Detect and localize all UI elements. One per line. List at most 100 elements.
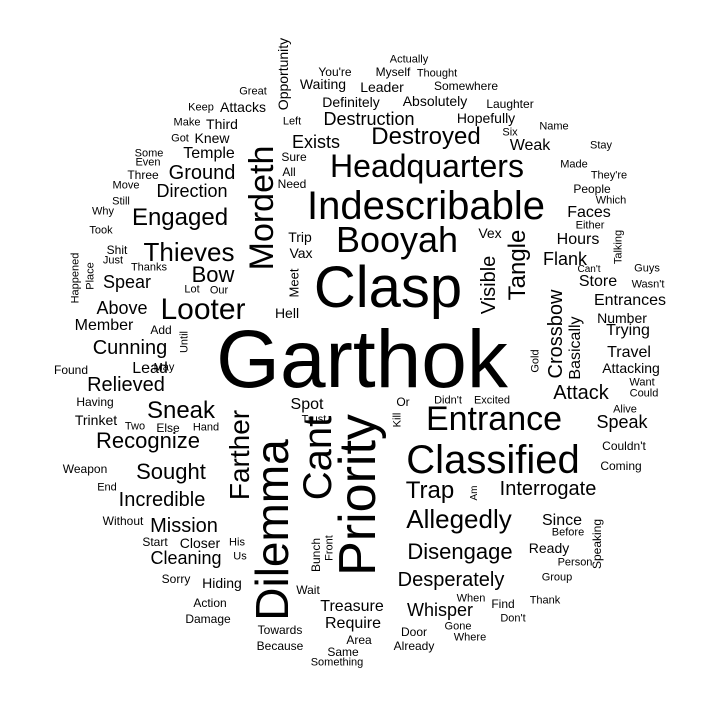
word-trap: Trap xyxy=(405,477,455,504)
word-sneak: Sneak xyxy=(146,397,216,424)
word-knew: Knew xyxy=(194,130,230,146)
word-speaking: Speaking xyxy=(590,518,604,570)
word-farther: Farther xyxy=(224,409,255,501)
word-interrogate: Interrogate xyxy=(499,478,597,500)
word-attack: Attack xyxy=(553,382,609,404)
word-thieves: Thieves xyxy=(143,237,235,267)
word-flank: Flank xyxy=(542,249,588,269)
word-cleaning: Cleaning xyxy=(150,548,222,568)
word-without: Without xyxy=(102,514,144,528)
word-guys: Guys xyxy=(634,262,660,275)
word-got: Got xyxy=(171,132,189,145)
word-just: Just xyxy=(102,254,124,267)
word-gone: Gone xyxy=(444,620,472,633)
word-why: Why xyxy=(92,205,114,218)
word-store: Store xyxy=(578,273,618,290)
word-area: Area xyxy=(346,633,372,647)
word-cant2: Can't xyxy=(577,264,601,275)
word-waiting: Waiting xyxy=(299,76,347,92)
word-vex: Vex xyxy=(478,225,502,241)
word-great: Great xyxy=(239,85,267,98)
word-group: Group xyxy=(541,571,573,584)
word-where: Where xyxy=(453,631,487,644)
word-mordeth: Mordeth xyxy=(243,145,281,271)
word-trip: Trip xyxy=(288,229,312,245)
word-speak: Speak xyxy=(596,412,648,432)
word-actually: Actually xyxy=(389,53,429,66)
word-his: His xyxy=(229,536,245,549)
word-sure: Sure xyxy=(281,150,307,164)
word-find: Find xyxy=(491,597,515,611)
word-because: Because xyxy=(256,639,304,653)
word-towards: Towards xyxy=(257,623,303,637)
word-sorry: Sorry xyxy=(161,572,191,586)
word-something: Something xyxy=(310,656,364,669)
word-above: Above xyxy=(96,298,148,318)
word-bow: Bow xyxy=(191,262,235,287)
word-incredible: Incredible xyxy=(118,489,206,511)
word-entrances: Entrances xyxy=(593,292,667,309)
word-still: Still xyxy=(112,195,130,208)
word-visible: Visible xyxy=(478,255,500,315)
word-talking: Talking xyxy=(612,229,625,265)
word-hours: Hours xyxy=(556,231,600,248)
word-lead: Lead xyxy=(132,360,168,377)
word-engaged: Engaged xyxy=(131,204,229,231)
word-move: Move xyxy=(112,179,140,192)
word-people: People xyxy=(573,182,611,196)
word-found: Found xyxy=(53,363,89,377)
word-may: May xyxy=(153,361,175,374)
word-cant: Cant xyxy=(296,415,340,501)
word-made: Made xyxy=(560,158,588,171)
word-entrance: Entrance xyxy=(425,400,563,438)
word-having: Having xyxy=(76,395,114,409)
word-recognize: Recognize xyxy=(96,428,200,453)
word-destroyed: Destroyed xyxy=(371,123,481,150)
word-absolutely: Absolutely xyxy=(402,93,468,109)
word-six: Six xyxy=(502,126,518,139)
word-took: Took xyxy=(89,224,113,237)
word-trying: Trying xyxy=(606,322,650,339)
word-even: Even xyxy=(135,156,161,169)
word-until: Until xyxy=(178,330,191,354)
word-all: All xyxy=(282,165,296,179)
word-us: Us xyxy=(233,550,247,563)
word-happened: Happened xyxy=(69,252,82,304)
word-travel: Travel xyxy=(607,344,651,361)
word-theyre: They're xyxy=(590,169,628,182)
word-thought: Thought xyxy=(416,67,458,80)
word-wasnt: Wasn't xyxy=(631,278,665,291)
word-left: Left xyxy=(282,115,302,128)
word-spear: Spear xyxy=(102,272,152,292)
word-hand: Hand xyxy=(192,421,220,434)
word-spot: Spot xyxy=(290,396,324,413)
word-disengage: Disengage xyxy=(407,539,513,564)
word-exists: Exists xyxy=(291,132,341,152)
word-gold: Gold xyxy=(529,349,542,373)
word-person: Person xyxy=(557,556,593,569)
word-closer: Closer xyxy=(179,535,221,551)
word-sought: Sought xyxy=(136,459,206,484)
word-leader: Leader xyxy=(360,79,404,95)
word-thank: Thank xyxy=(529,594,561,607)
word-desperately: Desperately xyxy=(397,569,505,591)
word-trinket: Trinket xyxy=(74,412,118,428)
word-clasp: Clasp xyxy=(313,255,463,320)
word-headquarters: Headquarters xyxy=(330,148,524,184)
word-laughter: Laughter xyxy=(486,97,534,111)
word-classified: Classified xyxy=(406,438,580,482)
word-before: Before xyxy=(551,526,585,539)
word-could: Could xyxy=(629,387,659,400)
word-door: Door xyxy=(400,625,428,639)
word-shit: Shit xyxy=(106,243,128,257)
word-coming: Coming xyxy=(600,459,642,473)
word-wait: Wait xyxy=(296,583,320,597)
word-youre: You're xyxy=(318,65,352,79)
word-whisper: Whisper xyxy=(406,600,474,620)
word-indescribable: Indescribable xyxy=(307,184,545,228)
word-since: Since xyxy=(541,512,583,529)
word-trust: Trust xyxy=(301,413,327,426)
word-member: Member xyxy=(74,317,134,334)
word-require: Require xyxy=(324,615,382,632)
word-attacking: Attacking xyxy=(602,360,660,376)
